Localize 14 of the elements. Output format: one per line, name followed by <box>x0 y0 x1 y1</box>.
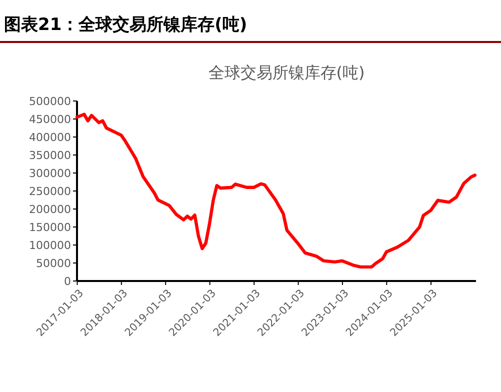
y-tick-label: 50000 <box>36 256 71 270</box>
y-tick-label: 500000 <box>29 94 71 108</box>
y-tick-label: 450000 <box>29 112 71 126</box>
y-tick-label: 350000 <box>29 148 71 162</box>
y-tick-label: 200000 <box>29 202 71 216</box>
y-tick-label: 400000 <box>29 130 71 144</box>
chart-subtitle: 全球交易所镍库存(吨) <box>208 63 365 82</box>
chart-title: 图表21：全球交易所镍库存(吨) <box>4 15 248 35</box>
y-tick-label: 150000 <box>29 220 71 234</box>
line-series <box>75 112 477 269</box>
y-tick-label: 100000 <box>29 238 71 252</box>
y-tick-label: 250000 <box>29 184 71 198</box>
y-tick-label: 0 <box>64 274 71 288</box>
y-tick-label: 300000 <box>29 166 71 180</box>
